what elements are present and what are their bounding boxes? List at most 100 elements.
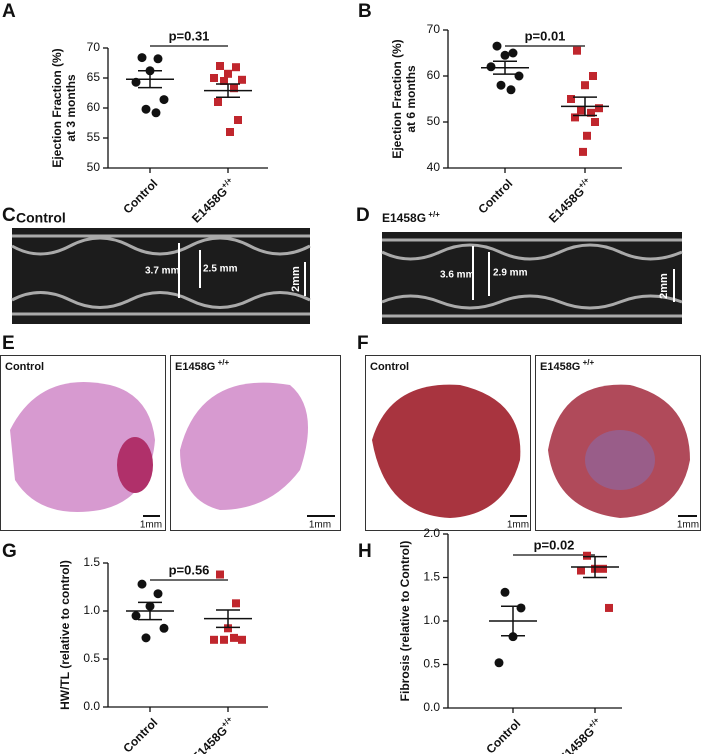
y-axis-label: at 6 months: [404, 65, 418, 133]
sem-bar: [573, 96, 597, 117]
heart-section: [10, 382, 155, 512]
data-point: [506, 85, 516, 95]
image-texture: [381, 238, 683, 318]
data-point: [137, 579, 147, 589]
data-point: [153, 54, 163, 64]
data-point: [583, 551, 591, 560]
sem-bar: [138, 601, 162, 621]
data-point: [210, 74, 218, 82]
panel-label: F: [357, 333, 369, 354]
data-point: [508, 48, 518, 58]
data-point: [238, 75, 246, 84]
data-point: [159, 623, 169, 633]
sem-bar: [216, 83, 240, 98]
fibrosis-area: [585, 430, 655, 490]
scale-label: 2mm: [290, 266, 302, 292]
data-point: [238, 635, 246, 644]
y-tick-label: 40: [427, 160, 441, 174]
sem-bar: [583, 555, 607, 579]
y-axis-label: at 3 months: [64, 74, 78, 142]
y-tick-label: 0.5: [423, 657, 440, 671]
m-mode-image: [382, 232, 682, 324]
section-title: Control: [370, 361, 409, 373]
data-point: [131, 611, 141, 621]
data-point: [141, 104, 151, 114]
data-point: [226, 128, 234, 136]
measurement: 2.5 mm: [203, 264, 238, 275]
panel-label: G: [2, 541, 17, 562]
data-point: [583, 131, 591, 140]
heart-section: [180, 382, 308, 510]
x-tick-label: Control: [475, 176, 515, 216]
section-title: E1458G +/+: [175, 358, 229, 373]
data-point: [232, 599, 240, 608]
image-texture: [11, 234, 311, 316]
data-point: [492, 41, 502, 51]
data-point: [210, 635, 218, 644]
y-tick-label: 60: [427, 68, 441, 82]
y-axis-label: Ejection Fraction (%): [390, 39, 404, 158]
y-axis-label: Ejection Fraction (%): [50, 48, 64, 167]
data-point: [224, 624, 232, 633]
data-point: [595, 104, 603, 113]
data-point: [571, 113, 579, 122]
section-title: Control: [5, 361, 44, 373]
p-value: p=0.01: [525, 28, 566, 43]
data-point: [567, 95, 575, 103]
sem-bar: [501, 605, 525, 637]
data-point: [577, 566, 585, 575]
y-tick-label: 2.0: [423, 526, 440, 540]
heart-section: [117, 437, 153, 493]
p-value: p=0.31: [169, 28, 210, 43]
data-point: [494, 658, 504, 668]
y-tick-label: 65: [87, 70, 101, 84]
x-tick-label: E1458G+/+: [188, 714, 239, 754]
data-point: [599, 564, 607, 573]
image-title: E1458G +/+: [382, 210, 440, 226]
scale-label: 1mm: [309, 520, 331, 531]
sem-bar: [138, 70, 162, 89]
y-tick-label: 70: [87, 40, 101, 54]
data-point: [137, 53, 147, 63]
y-tick-label: 0.0: [423, 700, 440, 714]
y-tick-label: 50: [427, 114, 441, 128]
section-title: E1458G +/+: [540, 358, 594, 373]
data-point: [216, 570, 224, 579]
data-point: [214, 98, 222, 106]
data-point: [230, 633, 238, 642]
measurement: 3.6 mm: [440, 270, 475, 281]
panel-label: H: [358, 541, 372, 562]
data-point: [579, 147, 587, 156]
x-tick-label: Control: [120, 176, 160, 216]
data-point: [514, 71, 524, 81]
data-point: [581, 81, 589, 90]
y-tick-label: 1.0: [423, 613, 440, 627]
data-point: [587, 108, 595, 117]
data-point: [220, 635, 228, 644]
data-point: [573, 46, 581, 55]
y-tick-label: 1.5: [83, 555, 100, 569]
data-point: [220, 77, 228, 85]
data-point: [234, 116, 242, 124]
y-tick-label: 50: [87, 160, 101, 174]
data-point: [496, 80, 506, 90]
data-point: [230, 84, 238, 93]
y-tick-label: 1.5: [423, 570, 440, 584]
sem-bar: [216, 609, 240, 629]
data-point: [141, 633, 151, 643]
panel-label: A: [2, 1, 16, 22]
panel-label: C: [2, 205, 16, 226]
scale-label: 1mm: [140, 520, 162, 531]
panel-label: D: [356, 205, 370, 226]
data-point: [605, 603, 613, 612]
data-point: [516, 603, 526, 613]
data-point: [591, 118, 599, 126]
y-tick-label: 0.5: [83, 651, 100, 665]
sem-bar: [493, 60, 517, 75]
y-tick-label: 55: [87, 130, 101, 144]
m-mode-image: [12, 228, 310, 324]
data-point: [232, 63, 240, 72]
image-title: Control: [16, 210, 66, 226]
data-point: [500, 50, 510, 60]
